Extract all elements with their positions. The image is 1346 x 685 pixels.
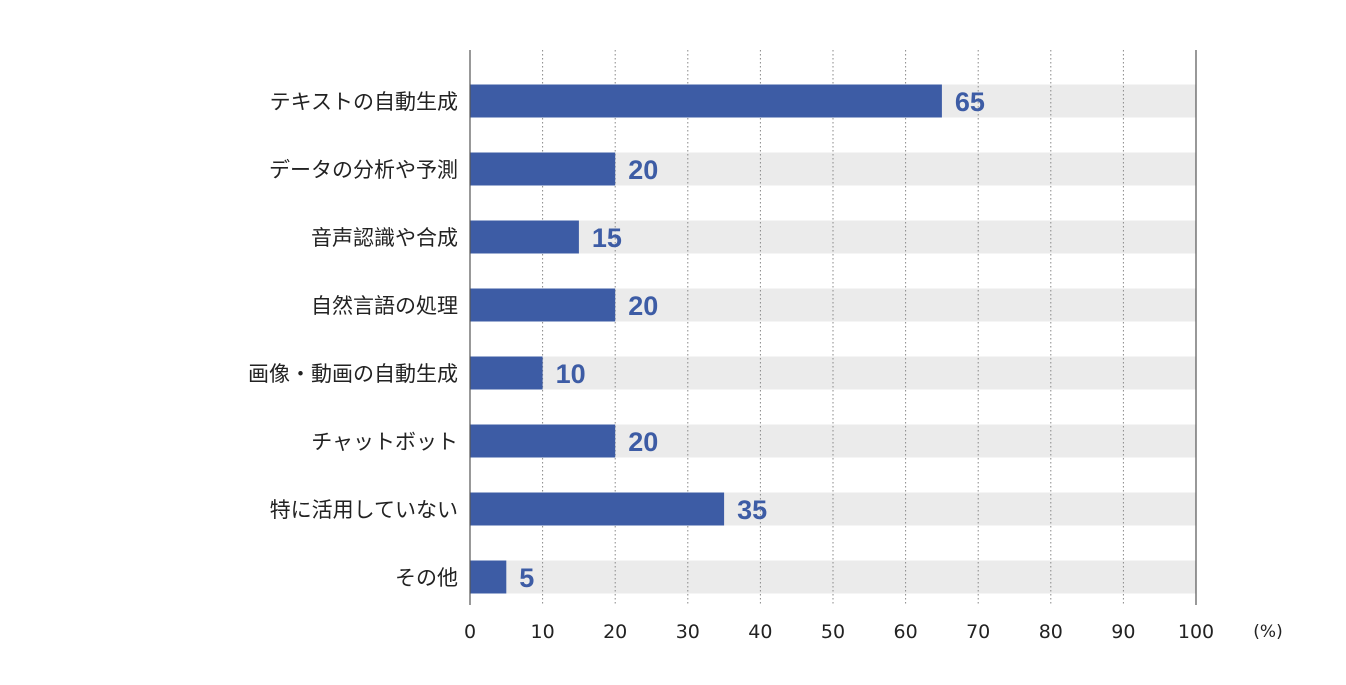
x-tick-label: 90: [1111, 621, 1135, 643]
bar: [470, 288, 616, 322]
bar: [470, 560, 507, 594]
category-label: 自然言語の処理: [311, 294, 458, 318]
bar-track: [470, 560, 1196, 594]
x-tick-label: 50: [821, 621, 845, 643]
value-label: 20: [628, 427, 658, 457]
bar: [470, 220, 579, 254]
axes: [469, 50, 1197, 605]
category-label: その他: [395, 566, 458, 590]
value-label: 15: [592, 223, 622, 253]
grid-lines: [542, 50, 1124, 605]
category-label: 音声認識や合成: [311, 226, 458, 250]
x-tick-label: 0: [464, 621, 476, 643]
value-label: 35: [737, 495, 767, 525]
bar: [470, 152, 616, 186]
x-tick-label: 80: [1039, 621, 1063, 643]
value-label: 65: [955, 87, 985, 117]
value-label: 10: [556, 359, 586, 389]
x-tick-label: 10: [531, 621, 555, 643]
category-labels: テキストの自動生成データの分析や予測音声認識や合成自然言語の処理画像・動画の自動…: [248, 90, 458, 590]
x-tick-label: 40: [748, 621, 772, 643]
bar: [470, 492, 725, 526]
value-label: 20: [628, 155, 658, 185]
unit-label: (%): [1253, 622, 1282, 642]
x-tick-label: 70: [966, 621, 990, 643]
value-label: 5: [519, 563, 534, 593]
value-label: 20: [628, 291, 658, 321]
bar: [470, 356, 543, 390]
x-tick-labels: 0 10 20 30 40 50 60 70 80 90 100: [464, 621, 1214, 643]
x-tick-label: 100: [1178, 621, 1214, 643]
category-label: 特に活用していない: [270, 498, 458, 522]
category-label: チャットボット: [311, 430, 458, 454]
bar: [470, 84, 942, 118]
x-tick-label: 30: [676, 621, 700, 643]
bars: [470, 84, 942, 594]
bar: [470, 424, 616, 458]
category-label: テキストの自動生成: [270, 90, 458, 114]
category-label: データの分析や予測: [269, 158, 458, 182]
x-tick-label: 20: [603, 621, 627, 643]
value-labels: 65 20 15 20 10 20 35 5: [519, 87, 985, 593]
category-label: 画像・動画の自動生成: [248, 362, 458, 386]
x-tick-label: 60: [894, 621, 918, 643]
